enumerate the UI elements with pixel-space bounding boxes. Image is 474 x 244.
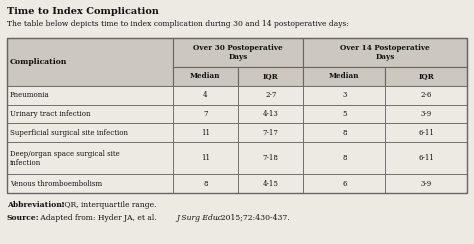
- Bar: [7, 86, 173, 105]
- Text: 6-11: 6-11: [418, 129, 434, 137]
- Text: Source:: Source:: [7, 214, 40, 222]
- Bar: [173, 38, 303, 67]
- Bar: [7, 105, 173, 123]
- Text: J Surg Educ: J Surg Educ: [176, 214, 222, 222]
- Text: Superficial surgical site infection: Superficial surgical site infection: [10, 129, 128, 137]
- Bar: [238, 86, 303, 105]
- Bar: [303, 174, 385, 193]
- Bar: [7, 174, 173, 193]
- Text: The table below depicts time to index complication during 30 and 14 postoperativ: The table below depicts time to index co…: [7, 20, 349, 28]
- Bar: [7, 38, 173, 86]
- Text: 8: 8: [203, 180, 208, 188]
- Bar: [303, 142, 385, 174]
- Text: 4-15: 4-15: [263, 180, 279, 188]
- Bar: [303, 67, 385, 86]
- Text: Median: Median: [190, 72, 220, 80]
- Bar: [303, 105, 385, 123]
- Text: Adapted from: Hyder JA, et al.: Adapted from: Hyder JA, et al.: [38, 214, 159, 222]
- Text: Time to Index Complication: Time to Index Complication: [7, 7, 159, 16]
- Text: 7: 7: [203, 110, 208, 118]
- Text: Over 14 Postoperative
Days: Over 14 Postoperative Days: [340, 44, 430, 61]
- Text: 3: 3: [342, 91, 346, 99]
- Bar: [238, 123, 303, 142]
- Bar: [385, 105, 467, 123]
- Bar: [238, 142, 303, 174]
- Text: Venous thromboembolism: Venous thromboembolism: [10, 180, 102, 188]
- Bar: [173, 123, 238, 142]
- Text: 8: 8: [342, 154, 346, 162]
- Bar: [7, 123, 173, 142]
- Text: Urinary tract infection: Urinary tract infection: [10, 110, 91, 118]
- Text: 3-9: 3-9: [420, 110, 432, 118]
- Text: IQR: IQR: [263, 72, 279, 80]
- Text: 8: 8: [342, 129, 346, 137]
- Bar: [385, 142, 467, 174]
- Bar: [303, 123, 385, 142]
- Text: IQR, interquartile range.: IQR, interquartile range.: [59, 201, 156, 209]
- Bar: [173, 142, 238, 174]
- Text: 5: 5: [342, 110, 346, 118]
- Bar: [238, 67, 303, 86]
- Text: 7-17: 7-17: [263, 129, 279, 137]
- Text: 6-11: 6-11: [418, 154, 434, 162]
- Bar: [385, 174, 467, 193]
- Bar: [238, 105, 303, 123]
- Text: Deep/organ space surgical site
infection: Deep/organ space surgical site infection: [10, 150, 120, 167]
- Bar: [7, 142, 173, 174]
- Bar: [385, 86, 467, 105]
- Text: Median: Median: [329, 72, 360, 80]
- Text: IQR: IQR: [418, 72, 434, 80]
- Text: 2-6: 2-6: [420, 91, 432, 99]
- Text: 4: 4: [203, 91, 208, 99]
- Text: . 2015;72:430-437.: . 2015;72:430-437.: [216, 214, 290, 222]
- Text: 6: 6: [342, 180, 346, 188]
- Text: 11: 11: [201, 129, 210, 137]
- Text: 3-9: 3-9: [420, 180, 432, 188]
- Bar: [173, 67, 238, 86]
- Text: Complication: Complication: [10, 58, 67, 66]
- Text: 11: 11: [201, 154, 210, 162]
- Bar: [173, 174, 238, 193]
- Text: 2-7: 2-7: [265, 91, 276, 99]
- Bar: [303, 38, 467, 67]
- Text: Abbreviation:: Abbreviation:: [7, 201, 65, 209]
- Bar: [7, 38, 467, 193]
- Bar: [303, 86, 385, 105]
- Text: Over 30 Postoperative
Days: Over 30 Postoperative Days: [193, 44, 283, 61]
- Bar: [173, 86, 238, 105]
- Bar: [238, 174, 303, 193]
- Text: Pneumonia: Pneumonia: [10, 91, 50, 99]
- Bar: [385, 123, 467, 142]
- Bar: [173, 105, 238, 123]
- Bar: [385, 67, 467, 86]
- Text: 4-13: 4-13: [263, 110, 279, 118]
- Text: 7-18: 7-18: [263, 154, 279, 162]
